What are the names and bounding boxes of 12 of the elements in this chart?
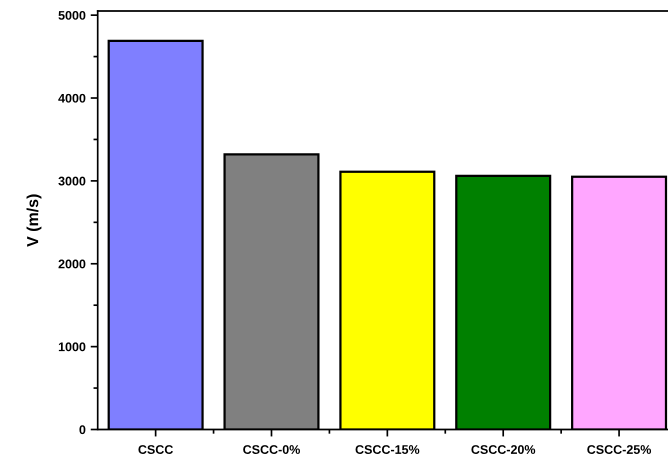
y-tick-label: 3000	[58, 176, 86, 186]
x-tick-label: CSCC-0%	[243, 445, 300, 454]
y-tick-label: 4000	[58, 94, 86, 103]
y-tick-label: 5000	[58, 10, 86, 20]
y-axis-title: V (m/s)	[26, 194, 42, 247]
x-tick-label: CSCC-20%	[471, 445, 536, 454]
x-tick-label: CSCC-25%	[587, 445, 652, 454]
y-tick-label: 0	[79, 425, 86, 434]
x-tick-label: CSCC	[138, 445, 173, 454]
y-tick-label: 1000	[58, 342, 86, 352]
y-tick-label: 2000	[58, 260, 86, 268]
x-tick-label: CSCC-15%	[356, 445, 420, 454]
